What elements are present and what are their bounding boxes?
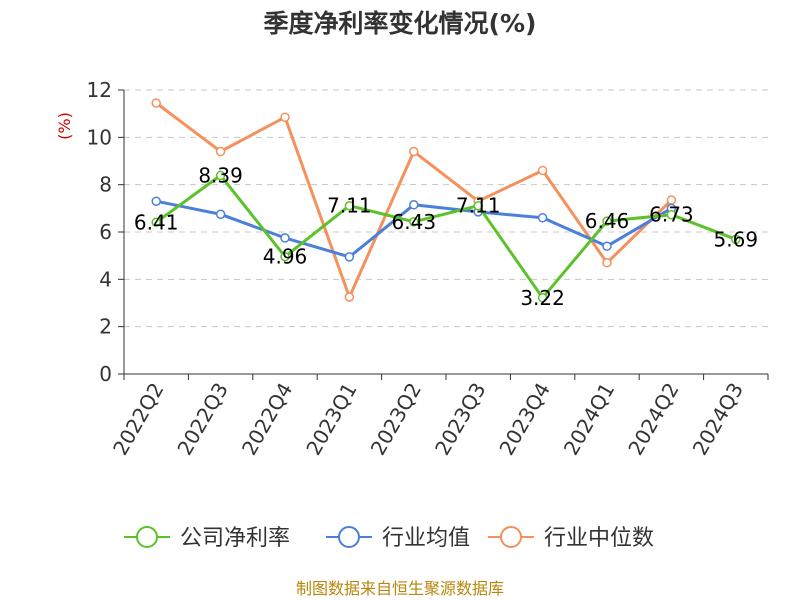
data-point-2 (602, 258, 612, 268)
data-label: 6.73 (649, 203, 694, 227)
data-point-0 (344, 200, 355, 211)
data-point-1 (537, 213, 548, 223)
data-point-2 (409, 146, 419, 157)
data-point-1 (215, 209, 226, 219)
data-label: 7.11 (327, 194, 372, 218)
data-point-2 (215, 146, 226, 157)
data-point-0 (473, 200, 483, 211)
data-point-1 (344, 252, 355, 262)
series-line-0 (155, 173, 737, 300)
y-tick-label: 0 (99, 362, 112, 386)
y-tick-label: 4 (99, 267, 112, 291)
x-tick-label: 2023Q1 (301, 379, 361, 460)
data-label: 6.46 (585, 209, 630, 233)
source-note: 制图数据来自恒生聚源数据库 (296, 579, 504, 598)
y-tick-label: 12 (87, 78, 112, 102)
x-tick-label: 2024Q3 (688, 379, 748, 460)
legend-label: 行业均值 (382, 526, 470, 551)
data-point-2 (280, 112, 290, 122)
y-tick-label: 2 (99, 315, 112, 339)
data-point-1 (151, 196, 161, 206)
gridlines (124, 89, 768, 328)
data-label: 6.41 (134, 210, 179, 234)
data-labels: 6.41 8.39 4.96 7.11 6.43 7.11 3.22 6.46 6.73 5.69 (134, 163, 758, 309)
data-label: 6.43 (392, 210, 437, 234)
data-point-2 (537, 165, 548, 176)
x-tick-label: 2023Q4 (494, 379, 554, 460)
data-point-1 (280, 233, 290, 243)
y-tick-label: 6 (99, 220, 112, 244)
data-point-0 (666, 209, 677, 220)
data-label: 3.22 (520, 286, 565, 310)
y-tick-label: 8 (99, 173, 112, 197)
data-point-0 (409, 217, 419, 227)
data-label: 7.11 (456, 194, 501, 218)
x-tick-label: 2024Q1 (559, 379, 619, 460)
data-point-0 (731, 234, 741, 245)
data-label: 8.39 (198, 163, 243, 187)
x-tick-label: 2022Q3 (172, 379, 232, 460)
data-point-2 (344, 292, 355, 302)
x-tick-label: 2024Q2 (623, 379, 683, 460)
y-tick-label: 10 (87, 125, 112, 149)
data-label: 4.96 (263, 245, 308, 269)
legend-marker (136, 526, 158, 548)
data-point-2 (151, 98, 161, 108)
data-label: 5.69 (714, 227, 759, 251)
legend-label: 公司净利率 (180, 526, 290, 551)
x-tick-label: 2022Q4 (237, 379, 297, 460)
legend-marker (338, 526, 360, 548)
x-tick-label: 2023Q3 (430, 379, 490, 460)
x-tick-label: 2023Q2 (366, 379, 426, 460)
data-point-0 (602, 216, 612, 226)
y-axis-unit-label: (%) (55, 112, 74, 140)
series-lines (151, 98, 741, 303)
data-point-0 (151, 217, 161, 228)
legend-label: 行业中位数 (544, 526, 654, 551)
x-tick-label: 2022Q2 (108, 379, 168, 460)
legend: 公司净利率 行业均值 行业中位数 (124, 526, 654, 551)
legend-marker (500, 526, 522, 548)
data-point-1 (409, 200, 419, 210)
chart-title: 季度净利率变化情况(%) (264, 9, 537, 38)
data-point-0 (537, 293, 548, 303)
data-point-1 (602, 241, 612, 251)
data-point-0 (280, 251, 290, 262)
data-point-0 (215, 170, 226, 181)
